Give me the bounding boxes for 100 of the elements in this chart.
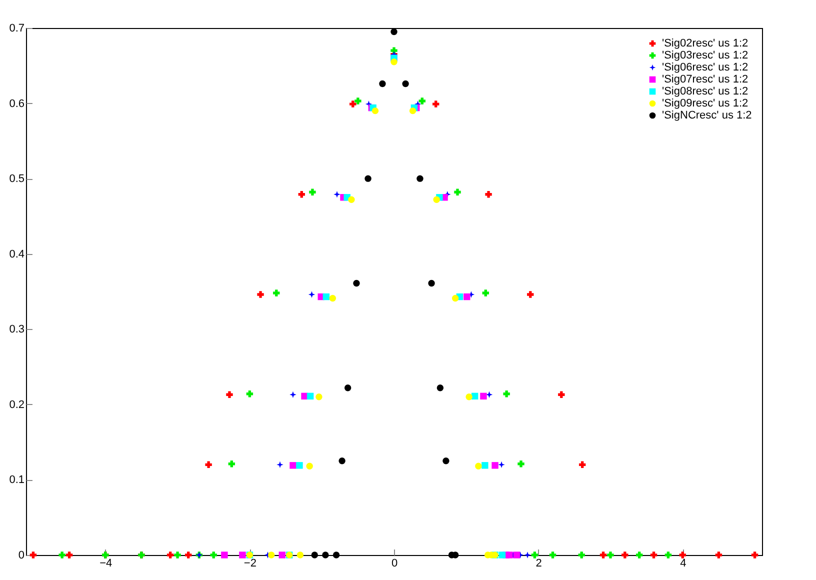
point [273, 290, 280, 296]
point [334, 191, 340, 198]
point [679, 552, 686, 558]
y-tick-label: 0.7 [9, 22, 24, 34]
point [482, 462, 488, 469]
point [402, 80, 409, 88]
point [485, 191, 492, 198]
point [58, 552, 66, 558]
point [308, 291, 316, 298]
point [482, 290, 489, 296]
legend-label: 'SigNCresc' us 1:2 [662, 110, 752, 122]
point [418, 98, 426, 104]
point [290, 391, 296, 398]
point [296, 462, 303, 469]
legend-label: 'Sig02resc' us 1:2 [662, 38, 748, 50]
point [475, 462, 482, 470]
point [636, 552, 643, 558]
point [309, 188, 316, 196]
point [390, 58, 398, 66]
point [348, 196, 355, 203]
point [578, 552, 585, 558]
point [296, 552, 304, 558]
y-tick-label: 0.1 [9, 474, 24, 486]
point [498, 461, 505, 468]
x-tick-label: 0 [391, 558, 398, 570]
point [350, 100, 356, 108]
point [246, 390, 254, 398]
point [433, 196, 440, 203]
point [205, 461, 212, 468]
x-tick-label: −4 [100, 558, 112, 570]
point [278, 552, 286, 558]
point [506, 552, 513, 558]
legend-label: 'Sig06resc' us 1:2 [662, 62, 748, 74]
point [503, 390, 510, 398]
point [464, 293, 470, 300]
point [664, 552, 672, 558]
point [322, 552, 329, 558]
point [276, 461, 284, 468]
point [486, 391, 493, 398]
point [30, 552, 37, 558]
point [210, 552, 217, 558]
point [166, 552, 174, 558]
legend-label: 'Sig08resc' us 1:2 [662, 86, 748, 98]
point [607, 552, 614, 558]
point [409, 107, 416, 114]
point [442, 458, 450, 464]
point [221, 552, 228, 558]
point [416, 175, 424, 182]
point [622, 552, 628, 558]
point [329, 294, 336, 302]
point [480, 392, 487, 400]
point [452, 294, 459, 302]
point [498, 552, 506, 558]
point [306, 392, 314, 400]
y-tick-label: 0 [18, 550, 24, 562]
x-tick-label: −2 [244, 558, 256, 570]
point [578, 461, 586, 468]
point [492, 462, 498, 469]
point [316, 394, 322, 400]
point [364, 175, 372, 182]
y-tick-label: 0.3 [9, 324, 24, 336]
point [432, 100, 440, 108]
point [66, 552, 73, 558]
y-tick-label: 0.6 [9, 98, 24, 110]
point [390, 28, 398, 36]
point [257, 291, 264, 298]
point [454, 188, 461, 196]
point [306, 462, 313, 470]
point [531, 552, 538, 558]
point [322, 293, 330, 300]
point [311, 552, 318, 558]
point [185, 552, 192, 558]
point [228, 460, 235, 468]
point [549, 552, 556, 558]
y-tick-label: 0.4 [9, 248, 24, 260]
point [513, 552, 520, 558]
point [379, 80, 386, 88]
point [751, 552, 758, 558]
point [527, 291, 534, 298]
point [372, 107, 379, 114]
point [650, 552, 658, 558]
x-tick-label: 2 [536, 558, 542, 570]
point [268, 552, 275, 558]
legend-label: 'Sig07resc' us 1:2 [662, 74, 748, 86]
point [239, 552, 246, 558]
point [344, 384, 352, 392]
point [354, 98, 362, 104]
point [428, 280, 435, 287]
point [174, 552, 181, 558]
point [600, 552, 607, 558]
y-tick-label: 0.2 [9, 398, 24, 411]
point [290, 462, 296, 469]
point [298, 191, 305, 198]
point [436, 384, 444, 392]
legend-label: 'Sig09resc' us 1:2 [662, 98, 748, 110]
legend-label: 'Sig03resc' us 1:2 [662, 50, 748, 62]
point [466, 394, 472, 400]
point [715, 552, 722, 558]
point [332, 552, 340, 558]
point [558, 391, 565, 398]
